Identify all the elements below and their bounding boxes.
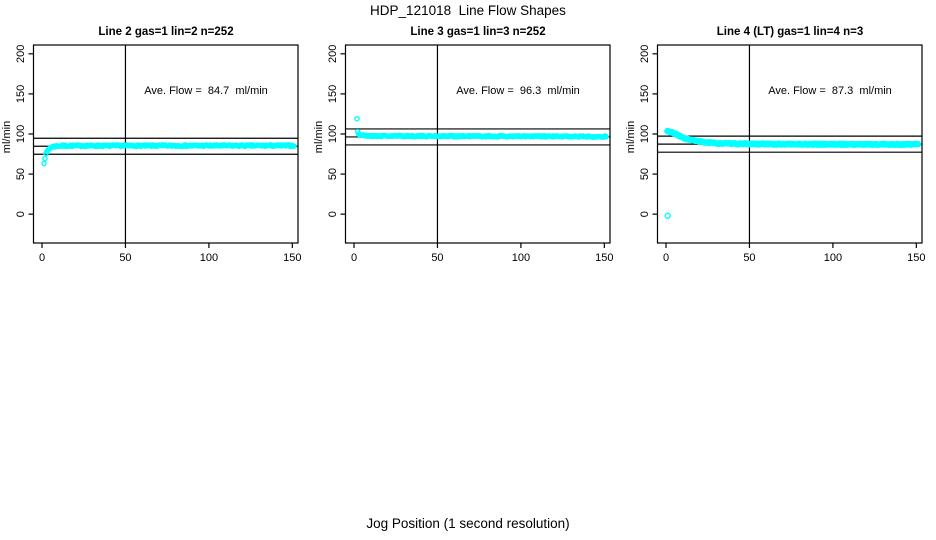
data-point — [914, 140, 922, 148]
data-point — [41, 160, 47, 167]
y-tick-label: 150 — [639, 85, 651, 103]
x-tick-label: 0 — [663, 252, 669, 264]
plot-frame — [344, 44, 611, 244]
x-tick-label: 150 — [283, 252, 301, 264]
x-tick-label: 150 — [595, 252, 613, 264]
panel-title: Line 3 gas=1 lin=3 n=252 — [410, 26, 546, 38]
y-tick-label: 0 — [15, 211, 27, 217]
x-tick-label: 50 — [119, 252, 131, 264]
x-axis-title: Jog Position (1 second resolution) — [366, 516, 570, 531]
data-point — [603, 133, 609, 140]
y-tick-label: 200 — [327, 45, 339, 63]
y-tick-label: 50 — [327, 168, 339, 180]
data-point — [291, 143, 297, 150]
panel-line-2: Line 2 gas=1 lin=2 n=252 0 50 100 150 0 50 100… — [0, 0, 312, 270]
panel-line-4: Line 4 (LT) gas=1 lin=4 n=3 0 50 100 150 0 50… — [624, 0, 936, 270]
plot-frame — [32, 44, 299, 244]
x-tick-label: 0 — [351, 252, 357, 264]
x-tick-label: 50 — [743, 252, 755, 264]
panel-title: Line 4 (LT) gas=1 lin=4 n=3 — [716, 26, 864, 38]
y-tick-label: 150 — [15, 85, 27, 103]
y-tick-label: 0 — [639, 211, 651, 217]
x-tick-label: 100 — [824, 252, 842, 264]
y-tick-label: 200 — [639, 45, 651, 63]
x-tick-label: 50 — [431, 252, 443, 264]
x-tick-label: 100 — [512, 252, 530, 264]
panel-line-3: Line 3 gas=1 lin=3 n=252 0 50 100 150 0 50 100… — [312, 0, 624, 270]
y-tick-label: 100 — [327, 125, 339, 143]
data-point-outlier — [664, 212, 671, 219]
x-tick-label: 150 — [907, 252, 925, 264]
data-point-outlier — [354, 115, 360, 122]
y-axis-label: ml/min — [625, 121, 637, 153]
panel-title: Line 2 gas=1 lin=2 n=252 — [98, 26, 234, 38]
y-tick-label: 150 — [327, 85, 339, 103]
y-tick-label: 50 — [639, 168, 651, 180]
x-tick-label: 0 — [39, 252, 45, 264]
ave-flow-label: Ave. Flow = 96.3 ml/min — [456, 85, 580, 97]
x-tick-label: 100 — [200, 252, 218, 264]
figure-title: HDP_121018 Line Flow Shapes — [370, 3, 566, 18]
plot-canvas: 0 50 100 150 0 50 100 150 200 ml/min — [1, 44, 302, 264]
y-axis-label: ml/min — [1, 121, 13, 153]
y-tick-label: 0 — [327, 211, 339, 217]
y-tick-label: 100 — [15, 125, 27, 143]
y-tick-label: 200 — [15, 45, 27, 63]
y-tick-label: 50 — [15, 168, 27, 180]
plot-canvas: 0 50 100 150 0 50 100 150 200 ml/min — [625, 44, 926, 264]
ave-flow-label: Ave. Flow = 87.3 ml/min — [768, 85, 892, 97]
y-axis-label: ml/min — [313, 121, 325, 153]
data-point — [42, 155, 48, 162]
ave-flow-label: Ave. Flow = 84.7 ml/min — [144, 85, 268, 97]
plot-canvas: 0 50 100 150 0 50 100 150 200 ml/min — [313, 44, 614, 264]
y-tick-label: 100 — [639, 125, 651, 143]
